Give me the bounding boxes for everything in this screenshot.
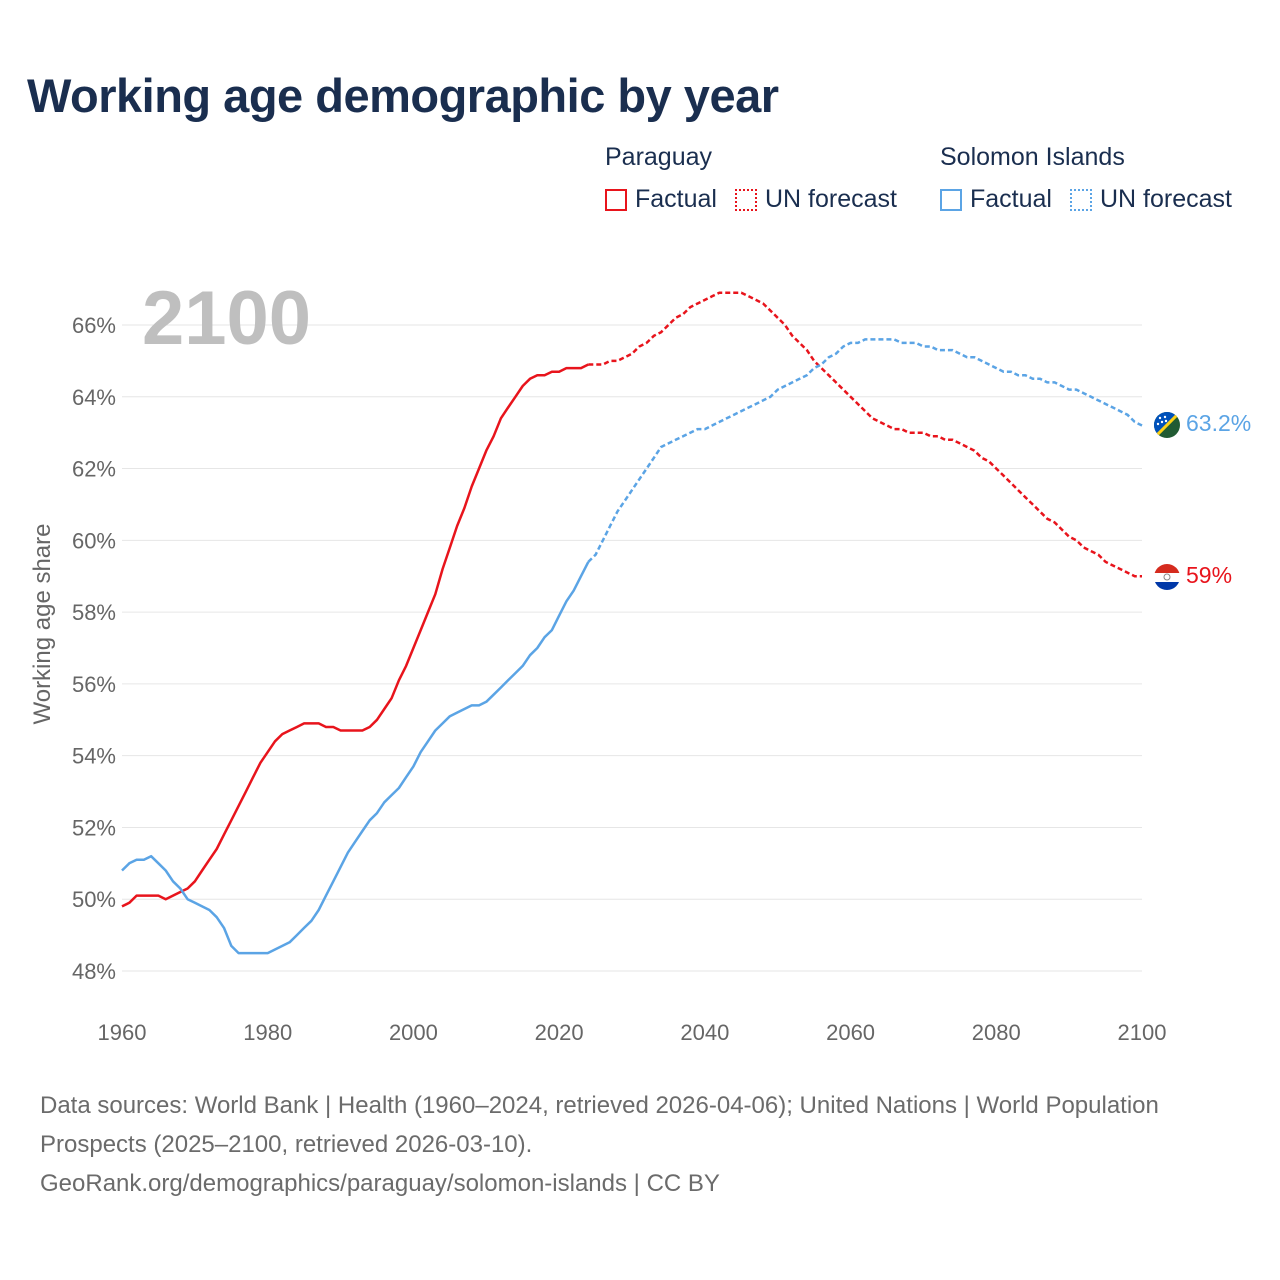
y-tick-label: 62% xyxy=(72,457,116,482)
x-tick-label: 2060 xyxy=(826,1020,875,1045)
legend-label: UN forecast xyxy=(1099,185,1232,213)
x-tick-label: 1960 xyxy=(98,1020,147,1045)
x-axis-ticks: 1960 1980 2000 2020 2040 2060 2080 2100 xyxy=(98,1020,1167,1045)
footer-sources: Data sources: World Bank | Health (1960–… xyxy=(40,1092,1159,1158)
series-line-paraguay-forecast xyxy=(588,291,1142,578)
legend-item-paraguay-forecast[interactable]: UN forecast xyxy=(734,185,897,214)
series-line-solomon-islands-forecast xyxy=(587,338,1143,563)
legend-item-solomon-factual[interactable]: Factual xyxy=(940,185,1052,214)
line-chart: 2100 48% 50% 52% 54% 56% 58% 60% 62% 64% 66% 1960… xyxy=(29,276,1251,1045)
y-tick-label: 52% xyxy=(72,815,116,840)
x-tick-label: 2080 xyxy=(972,1020,1021,1045)
x-tick-label: 2020 xyxy=(535,1020,584,1045)
series-line-solomon-islands-factual xyxy=(121,561,590,955)
y-axis-ticks: 48% 50% 52% 54% 56% 58% 60% 62% 64% 66% xyxy=(72,313,116,984)
series-lines xyxy=(121,291,1143,955)
legend-swatch-dotted-icon xyxy=(1069,188,1092,211)
x-tick-label: 2040 xyxy=(680,1020,729,1045)
y-tick-label: 50% xyxy=(72,887,116,912)
legend-label: UN forecast xyxy=(764,185,897,213)
footer: Data sources: World Bank | Health (1960–… xyxy=(40,1086,1240,1203)
gridlines xyxy=(122,324,1142,972)
year-watermark: 2100 xyxy=(142,276,311,361)
legend-group-paraguay: Paraguay Factual UN forecast xyxy=(605,143,915,214)
y-tick-label: 60% xyxy=(72,528,116,553)
chart-title: Working age demographic by year xyxy=(27,69,779,122)
legend-swatch-solid-icon xyxy=(940,188,962,211)
legend-item-solomon-forecast[interactable]: UN forecast xyxy=(1069,185,1232,214)
legend-item-paraguay-factual[interactable]: Factual xyxy=(605,185,717,214)
end-label-paraguay: 59% xyxy=(1186,562,1232,588)
legend-group-name: Solomon Islands xyxy=(940,143,1125,171)
y-tick-label: 54% xyxy=(72,744,116,769)
legend-label: Factual xyxy=(635,185,717,213)
legend-group-name: Paraguay xyxy=(605,143,713,171)
series-line-paraguay-factual xyxy=(121,363,589,908)
x-tick-label: 2100 xyxy=(1118,1020,1167,1045)
x-tick-label: 1980 xyxy=(243,1020,292,1045)
footer-credit[interactable]: GeoRank.org/demographics/paraguay/solomo… xyxy=(40,1170,720,1197)
y-axis-label: Working age share xyxy=(29,524,56,725)
legend-swatch-solid-icon xyxy=(605,188,627,211)
y-tick-label: 64% xyxy=(72,385,116,410)
legend-label: Factual xyxy=(970,185,1052,213)
legend-group-solomon-islands: Solomon Islands Factual UN forecast xyxy=(940,143,1232,214)
y-tick-label: 66% xyxy=(72,313,116,338)
flag-paraguay-icon xyxy=(1154,564,1180,590)
end-label-solomon-islands: 63.2% xyxy=(1186,410,1251,436)
flag-solomon-islands-icon xyxy=(1154,412,1180,438)
y-tick-label: 56% xyxy=(72,672,116,697)
y-tick-label: 58% xyxy=(72,600,116,625)
x-tick-label: 2000 xyxy=(389,1020,438,1045)
legend-swatch-dotted-icon xyxy=(734,188,757,211)
y-tick-label: 48% xyxy=(72,959,116,984)
